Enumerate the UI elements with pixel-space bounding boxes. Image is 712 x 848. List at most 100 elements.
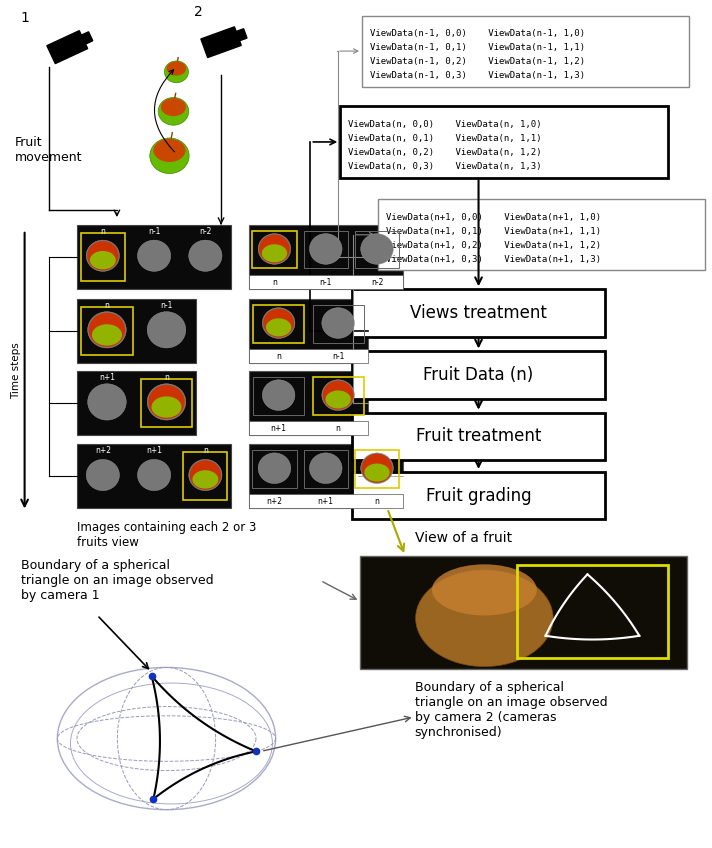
Text: n+1: n+1	[99, 373, 115, 382]
Bar	[248, 349, 368, 363]
Text: n+1: n+1	[271, 424, 287, 432]
Bar	[77, 225, 231, 289]
Ellipse shape	[164, 61, 189, 83]
Polygon shape	[236, 29, 247, 41]
Ellipse shape	[152, 396, 182, 418]
Text: n+2: n+2	[266, 497, 283, 506]
Text: ViewData(n, 0,1)    ViewData(n, 1,1): ViewData(n, 0,1) ViewData(n, 1,1)	[348, 134, 542, 143]
Text: ViewData(n, 0,0)    ViewData(n, 1,0): ViewData(n, 0,0) ViewData(n, 1,0)	[348, 120, 542, 129]
Ellipse shape	[161, 98, 186, 116]
Bar	[253, 305, 304, 343]
Ellipse shape	[86, 240, 120, 271]
Bar	[352, 413, 605, 460]
Ellipse shape	[262, 244, 287, 262]
Ellipse shape	[147, 312, 186, 348]
Text: 2: 2	[194, 4, 203, 19]
Text: Boundary of a spherical
triangle on an image observed
by camera 2 (cameras
synch: Boundary of a spherical triangle on an i…	[414, 681, 607, 739]
Bar	[378, 199, 706, 271]
Ellipse shape	[147, 384, 186, 420]
Bar	[248, 225, 402, 289]
Ellipse shape	[432, 564, 537, 616]
Ellipse shape	[361, 234, 393, 265]
Text: ViewData(n-1, 0,2)    ViewData(n-1, 1,2): ViewData(n-1, 0,2) ViewData(n-1, 1,2)	[370, 57, 585, 66]
Text: n: n	[276, 352, 281, 360]
Text: n: n	[335, 424, 340, 432]
Bar	[248, 371, 368, 435]
Ellipse shape	[361, 453, 393, 483]
Bar	[81, 307, 132, 354]
Ellipse shape	[322, 308, 355, 338]
Text: n: n	[105, 301, 110, 310]
Text: n-1: n-1	[320, 277, 332, 287]
Text: Time steps: Time steps	[11, 343, 21, 399]
Bar	[253, 450, 296, 488]
Text: ViewData(n+1, 0,1)    ViewData(n+1, 1,1): ViewData(n+1, 0,1) ViewData(n+1, 1,1)	[386, 227, 601, 236]
Polygon shape	[201, 27, 241, 58]
Ellipse shape	[153, 139, 186, 162]
Ellipse shape	[189, 460, 221, 489]
Text: Fruit Data (n): Fruit Data (n)	[424, 366, 534, 384]
Text: n-1: n-1	[332, 352, 345, 360]
Polygon shape	[81, 31, 93, 44]
Bar	[355, 231, 399, 269]
Ellipse shape	[262, 308, 295, 338]
Bar	[313, 377, 364, 415]
Ellipse shape	[416, 570, 553, 667]
Ellipse shape	[89, 313, 125, 347]
Text: n-2: n-2	[199, 227, 211, 236]
Ellipse shape	[92, 324, 122, 346]
Ellipse shape	[325, 390, 351, 409]
Text: n: n	[164, 373, 169, 382]
Text: n-2: n-2	[371, 277, 383, 287]
Bar	[352, 289, 605, 337]
Bar	[360, 555, 687, 669]
Text: ViewData(n+1, 0,3)    ViewData(n+1, 1,3): ViewData(n+1, 0,3) ViewData(n+1, 1,3)	[386, 254, 601, 264]
Text: Images containing each 2 or 3
fruits view: Images containing each 2 or 3 fruits vie…	[77, 522, 256, 550]
Bar	[340, 106, 668, 177]
Bar	[183, 452, 227, 500]
Bar	[313, 305, 364, 343]
Bar	[77, 371, 197, 435]
Bar	[77, 444, 231, 509]
Text: Fruit grading: Fruit grading	[426, 487, 531, 505]
Text: ViewData(n, 0,3)    ViewData(n, 1,3): ViewData(n, 0,3) ViewData(n, 1,3)	[348, 162, 542, 170]
Text: ViewData(n-1, 0,0)    ViewData(n-1, 1,0): ViewData(n-1, 0,0) ViewData(n-1, 1,0)	[370, 30, 585, 38]
Bar	[355, 450, 399, 488]
Text: ViewData(n-1, 0,1)    ViewData(n-1, 1,1): ViewData(n-1, 0,1) ViewData(n-1, 1,1)	[370, 43, 585, 53]
Bar	[248, 275, 402, 289]
Bar	[248, 494, 402, 509]
Text: Fruit treatment: Fruit treatment	[416, 427, 541, 445]
Bar	[352, 351, 605, 399]
Ellipse shape	[86, 460, 120, 491]
Text: ViewData(n, 0,2)    ViewData(n, 1,2): ViewData(n, 0,2) ViewData(n, 1,2)	[348, 148, 542, 157]
Ellipse shape	[87, 241, 118, 271]
Ellipse shape	[310, 234, 342, 265]
Ellipse shape	[258, 234, 290, 265]
Text: n: n	[100, 227, 105, 236]
Bar	[80, 232, 125, 281]
Text: n: n	[203, 446, 208, 455]
Text: n: n	[375, 497, 379, 506]
Bar	[352, 471, 605, 519]
Text: n: n	[272, 277, 277, 287]
Ellipse shape	[192, 471, 219, 488]
Text: n-1: n-1	[160, 301, 173, 310]
Text: n-1: n-1	[148, 227, 160, 236]
Bar	[248, 444, 402, 509]
Text: n+2: n+2	[95, 446, 111, 455]
Ellipse shape	[310, 453, 342, 483]
Text: n+1: n+1	[318, 497, 334, 506]
Ellipse shape	[88, 384, 126, 420]
Text: View of a fruit: View of a fruit	[414, 531, 512, 545]
Bar	[248, 421, 368, 435]
Bar	[77, 299, 197, 363]
Ellipse shape	[259, 235, 290, 264]
Ellipse shape	[263, 309, 294, 338]
Text: Fruit
movement: Fruit movement	[15, 136, 82, 164]
Ellipse shape	[189, 240, 222, 271]
Ellipse shape	[167, 62, 187, 75]
Bar	[141, 379, 192, 427]
Ellipse shape	[266, 318, 291, 337]
Ellipse shape	[323, 381, 354, 410]
Bar	[253, 377, 304, 415]
